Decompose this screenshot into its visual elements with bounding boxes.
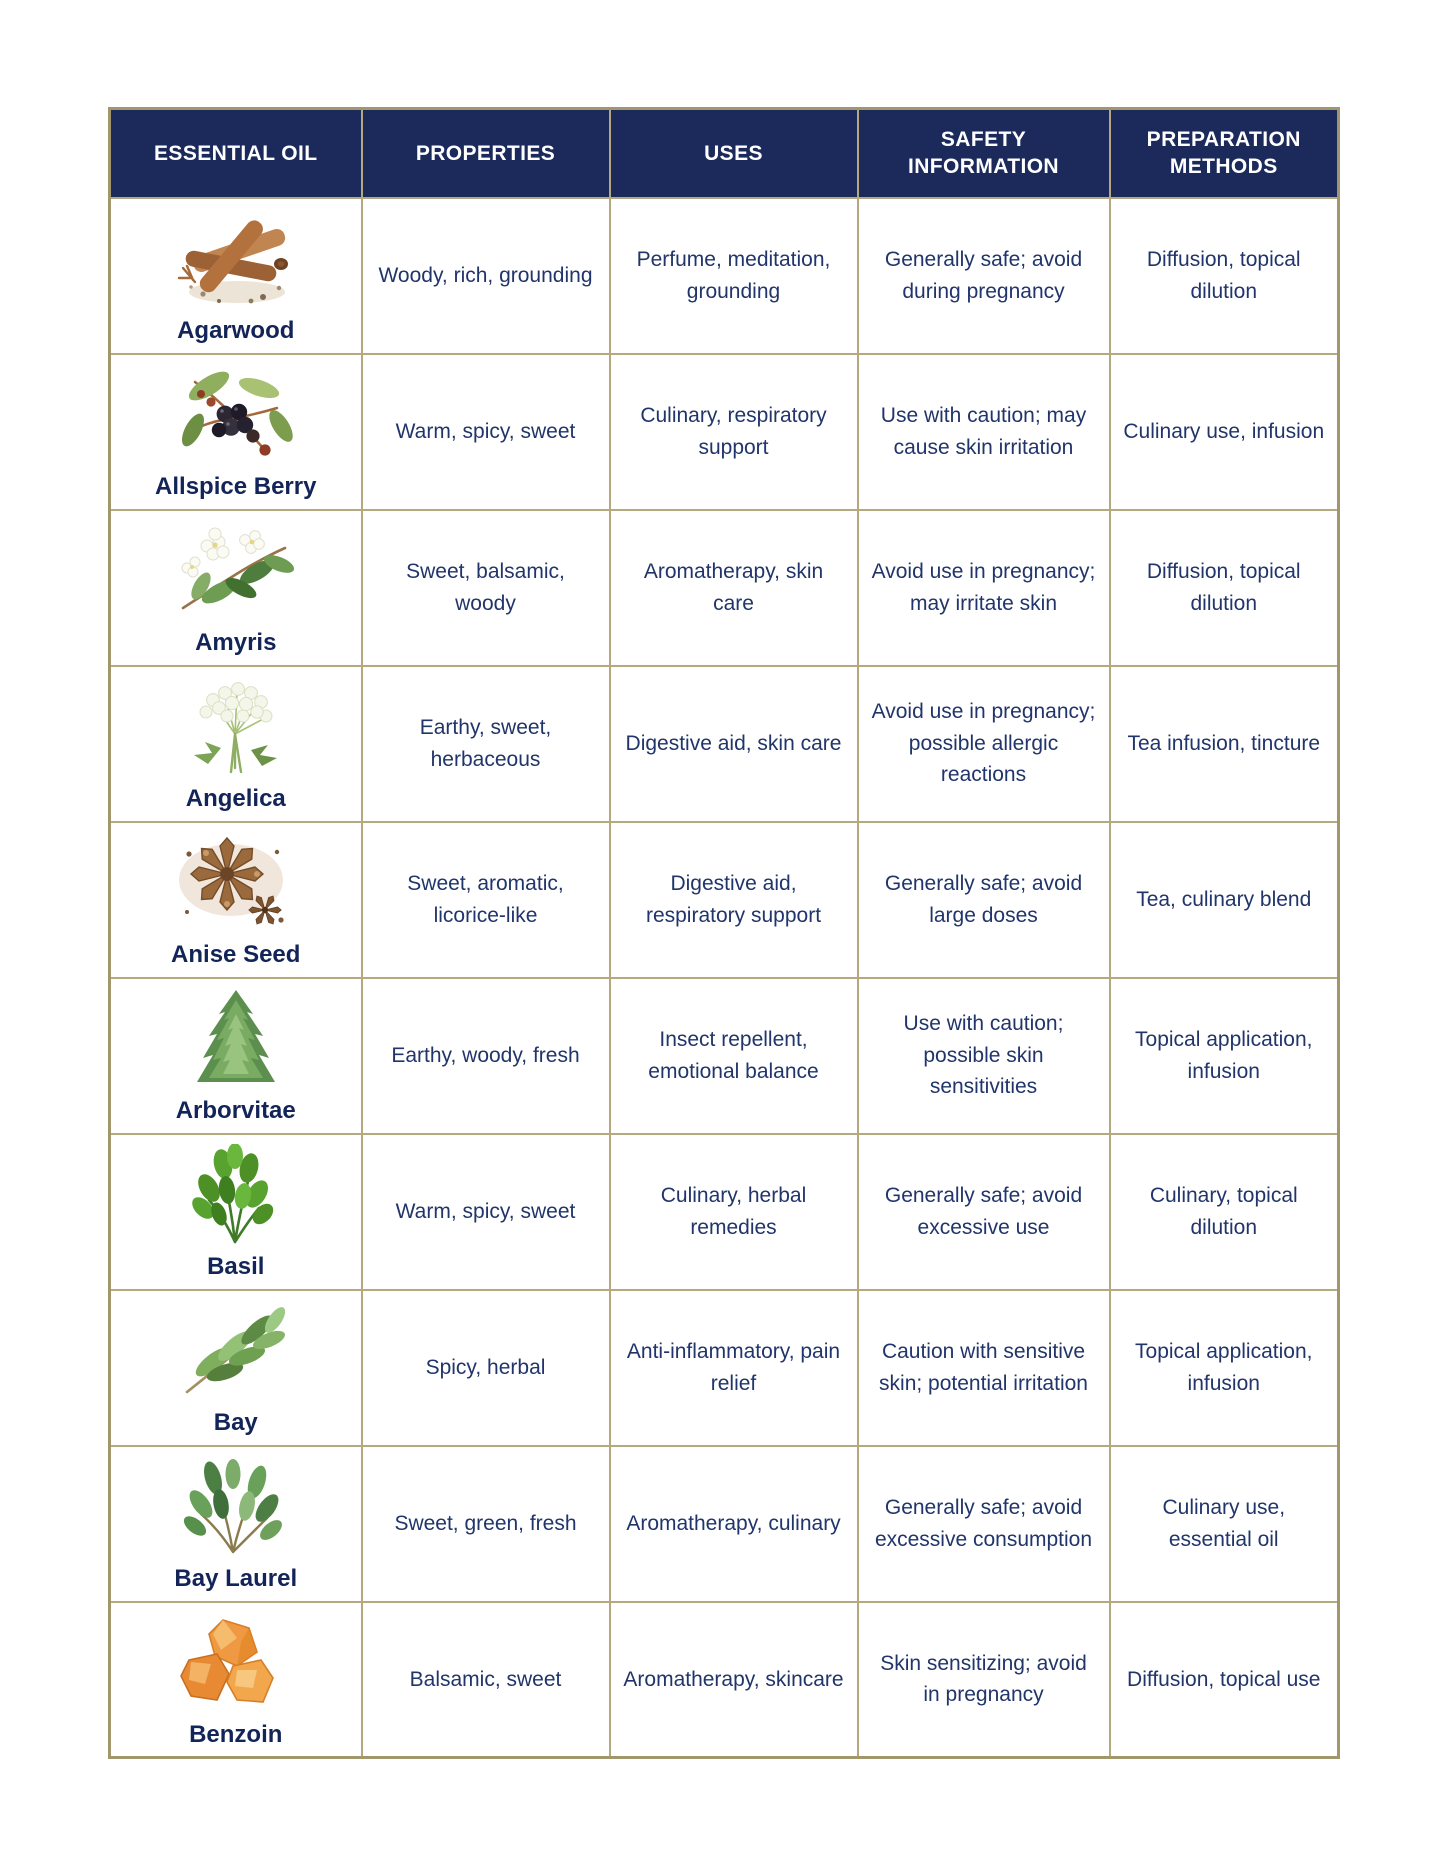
oil-cell: Bay	[108, 1288, 363, 1447]
table-row: Allspice Berry Warm, spicy, sweet Culina…	[108, 352, 1340, 511]
oil-name: Bay Laurel	[174, 1565, 298, 1593]
uses-cell: Perfume, meditation, grounding	[608, 196, 859, 355]
oil-cell: Angelica	[108, 664, 363, 823]
uses-cell: Digestive aid, skin care	[608, 664, 859, 823]
table-row: Anise Seed Sweet, aromatic, licorice-lik…	[108, 820, 1340, 979]
oil-cell: Basil	[108, 1132, 363, 1291]
uses-cell: Insect repellent, emotional balance	[608, 976, 859, 1135]
safety-cell: Caution with sensitive skin; potential i…	[856, 1288, 1111, 1447]
safety-cell: Skin sensitizing; avoid in pregnancy	[856, 1600, 1111, 1759]
table-row: Benzoin Balsamic, sweet Aromatherapy, sk…	[108, 1600, 1340, 1759]
arborvitae-illustration	[117, 986, 355, 1094]
uses-cell: Aromatherapy, skin care	[608, 508, 859, 667]
properties-cell: Earthy, sweet, herbaceous	[360, 664, 611, 823]
uses-cell: Digestive aid, respiratory support	[608, 820, 859, 979]
oil-cell: Arborvitae	[108, 976, 363, 1135]
preparation-cell: Culinary, topical dilution	[1108, 1132, 1340, 1291]
oil-name: Arborvitae	[175, 1097, 296, 1125]
oil-cell: Bay Laurel	[108, 1444, 363, 1603]
table-row: Bay Laurel Sweet, green, fresh Aromather…	[108, 1444, 1340, 1603]
preparation-cell: Diffusion, topical use	[1108, 1600, 1340, 1759]
amyris-illustration	[117, 518, 355, 626]
oil-name: Amyris	[195, 629, 277, 657]
oil-cell: Allspice Berry	[108, 352, 363, 511]
bay-illustration	[117, 1298, 355, 1406]
safety-cell: Generally safe; avoid excessive use	[856, 1132, 1111, 1291]
anise-seed-illustration	[117, 830, 355, 938]
header-cell-properties: PROPERTIES	[360, 107, 611, 199]
preparation-cell: Culinary use, infusion	[1108, 352, 1340, 511]
preparation-cell: Culinary use, essential oil	[1108, 1444, 1340, 1603]
oil-name: Agarwood	[177, 317, 295, 345]
preparation-cell: Topical application, infusion	[1108, 976, 1340, 1135]
table-row: Angelica Earthy, sweet, herbaceous Diges…	[108, 664, 1340, 823]
header-cell-preparation-methods: PREPARATION METHODS	[1108, 107, 1340, 199]
essential-oils-table-container: ESSENTIAL OIL PROPERTIES USES SAFETY INFORM…	[108, 107, 1340, 1759]
oil-name: Bay	[213, 1409, 258, 1437]
angelica-illustration	[117, 674, 355, 782]
header-cell-essential-oil: ESSENTIAL OIL	[108, 107, 363, 199]
agarwood-illustration	[117, 206, 355, 314]
properties-cell: Woody, rich, grounding	[360, 196, 611, 355]
properties-cell: Warm, spicy, sweet	[360, 1132, 611, 1291]
preparation-cell: Diffusion, topical dilution	[1108, 508, 1340, 667]
header-row: ESSENTIAL OIL PROPERTIES USES SAFETY INFORM…	[108, 107, 1340, 199]
preparation-cell: Diffusion, topical dilution	[1108, 196, 1340, 355]
properties-cell: Balsamic, sweet	[360, 1600, 611, 1759]
basil-illustration	[117, 1142, 355, 1250]
oil-cell: Amyris	[108, 508, 363, 667]
safety-cell: Generally safe; avoid excessive consumpt…	[856, 1444, 1111, 1603]
safety-cell: Generally safe; avoid large doses	[856, 820, 1111, 979]
table-row: Agarwood Woody, rich, grounding Perfume,…	[108, 196, 1340, 355]
properties-cell: Warm, spicy, sweet	[360, 352, 611, 511]
properties-cell: Sweet, aromatic, licorice-like	[360, 820, 611, 979]
properties-cell: Sweet, green, fresh	[360, 1444, 611, 1603]
oil-name: Anise Seed	[171, 941, 301, 969]
oil-cell: Agarwood	[108, 196, 363, 355]
header-cell-uses: USES	[608, 107, 859, 199]
header-cell-safety-information: SAFETY INFORMATION	[856, 107, 1111, 199]
oil-cell: Anise Seed	[108, 820, 363, 979]
uses-cell: Culinary, herbal remedies	[608, 1132, 859, 1291]
bay-laurel-illustration	[117, 1454, 355, 1562]
essential-oils-table: ESSENTIAL OIL PROPERTIES USES SAFETY INFORM…	[108, 107, 1340, 1759]
table-row: Basil Warm, spicy, sweet Culinary, herba…	[108, 1132, 1340, 1291]
uses-cell: Culinary, respiratory support	[608, 352, 859, 511]
benzoin-illustration	[117, 1610, 355, 1718]
oil-cell: Benzoin	[108, 1600, 363, 1759]
properties-cell: Earthy, woody, fresh	[360, 976, 611, 1135]
safety-cell: Use with caution; may cause skin irritat…	[856, 352, 1111, 511]
preparation-cell: Tea infusion, tincture	[1108, 664, 1340, 823]
safety-cell: Avoid use in pregnancy; possible allergi…	[856, 664, 1111, 823]
oil-name: Benzoin	[189, 1721, 283, 1749]
table-row: Amyris Sweet, balsamic, woody Aromathera…	[108, 508, 1340, 667]
safety-cell: Use with caution; possible skin sensitiv…	[856, 976, 1111, 1135]
table-row: Arborvitae Earthy, woody, fresh Insect r…	[108, 976, 1340, 1135]
uses-cell: Anti-inflammatory, pain relief	[608, 1288, 859, 1447]
preparation-cell: Tea, culinary blend	[1108, 820, 1340, 979]
properties-cell: Sweet, balsamic, woody	[360, 508, 611, 667]
uses-cell: Aromatherapy, skincare	[608, 1600, 859, 1759]
oil-name: Allspice Berry	[155, 473, 317, 501]
properties-cell: Spicy, herbal	[360, 1288, 611, 1447]
uses-cell: Aromatherapy, culinary	[608, 1444, 859, 1603]
allspice-berry-illustration	[117, 362, 355, 470]
safety-cell: Avoid use in pregnancy; may irritate ski…	[856, 508, 1111, 667]
oil-name: Angelica	[185, 785, 286, 813]
preparation-cell: Topical application, infusion	[1108, 1288, 1340, 1447]
safety-cell: Generally safe; avoid during pregnancy	[856, 196, 1111, 355]
oil-name: Basil	[207, 1253, 265, 1281]
table-row: Bay Spicy, herbal Anti-inflammatory, pai…	[108, 1288, 1340, 1447]
